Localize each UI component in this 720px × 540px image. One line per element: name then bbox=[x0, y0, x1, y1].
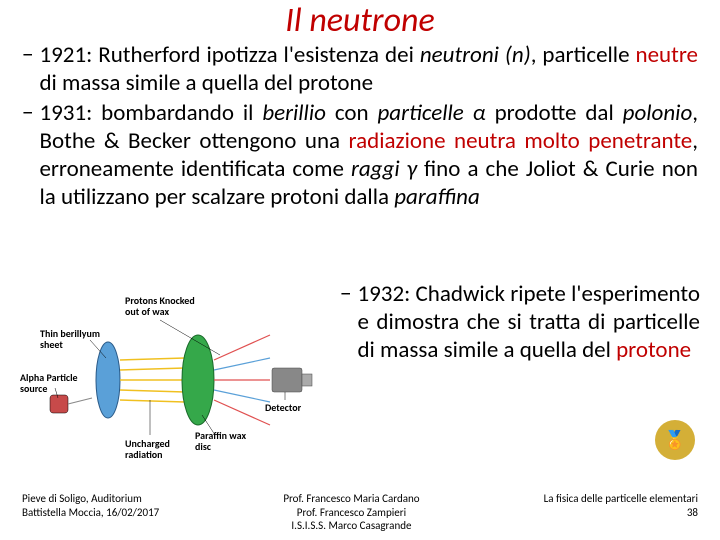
label-alpha: Alpha Particlesource bbox=[20, 372, 78, 394]
slide: Il neutrone − 1921: Rutherford ipotizza … bbox=[0, 0, 720, 540]
lower-region: Protons Knockedout of wax Thin berillyum… bbox=[0, 280, 720, 490]
slide-title: Il neutrone bbox=[0, 0, 720, 41]
label-beryllium: Thin berillyumsheet bbox=[40, 328, 100, 350]
body-text: − 1921: Rutherford ipotizza l'esistenza … bbox=[0, 41, 720, 211]
bullet-3: − 1932: Chadwick ripete l'esperimento e … bbox=[340, 280, 700, 364]
bullet-2-text: 1931: bombardando il berillio con partic… bbox=[39, 99, 698, 211]
label-paraffin: Paraffin waxdisc bbox=[195, 430, 246, 452]
bullet-dash: − bbox=[340, 280, 351, 364]
bullet-2: − 1931: bombardando il berillio con part… bbox=[22, 99, 698, 211]
footer-left: Pieve di Soligo, AuditoriumBattistella M… bbox=[22, 492, 159, 532]
bullet-dash: − bbox=[22, 99, 33, 211]
right-text-block: − 1932: Chadwick ripete l'esperimento e … bbox=[340, 280, 700, 364]
footer-center: Prof. Francesco Maria CardanoProf. Franc… bbox=[283, 492, 419, 532]
label-uncharged: Unchargedradiation bbox=[125, 438, 170, 460]
bullet-1-text: 1921: Rutherford ipotizza l'esistenza de… bbox=[39, 41, 698, 97]
label-protons: Protons Knockedout of wax bbox=[125, 295, 195, 317]
footer-right: La fisica delle particelle elementari38 bbox=[544, 492, 698, 532]
footer: Pieve di Soligo, AuditoriumBattistella M… bbox=[0, 492, 720, 532]
label-detector: Detector bbox=[265, 402, 301, 413]
bullet-1: − 1921: Rutherford ipotizza l'esistenza … bbox=[22, 41, 698, 97]
experiment-diagram: Protons Knockedout of wax Thin berillyum… bbox=[20, 280, 330, 470]
nobel-medal-icon: 🏅 bbox=[655, 420, 695, 460]
bullet-3-text: 1932: Chadwick ripete l'esperimento e di… bbox=[357, 280, 700, 364]
bullet-dash: − bbox=[22, 41, 33, 97]
